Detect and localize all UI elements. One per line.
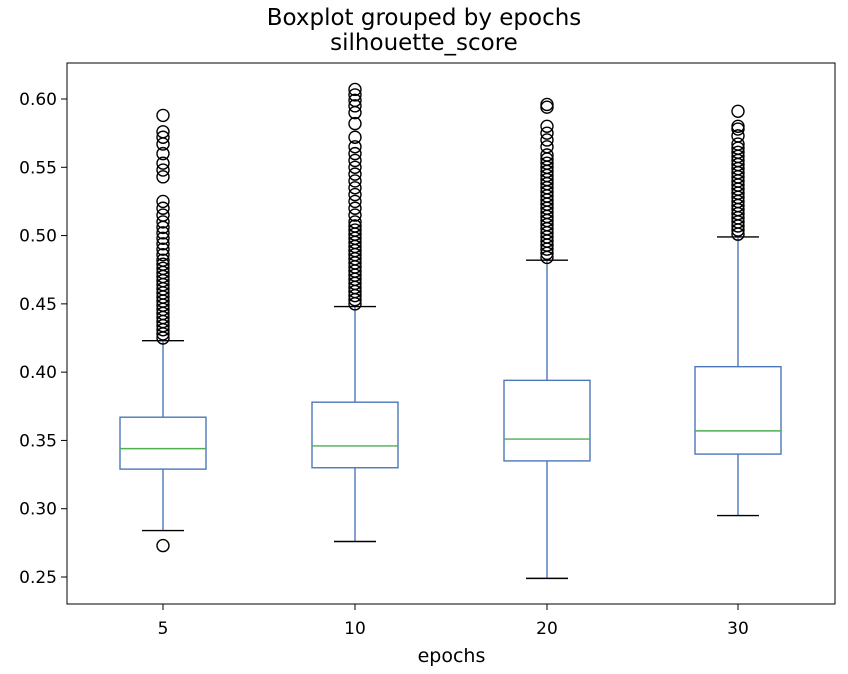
flier-point [348, 130, 362, 144]
flier-point [156, 170, 170, 184]
x-tick-label: 20 [536, 619, 558, 639]
chart-title: Boxplot grouped by epochs [266, 5, 582, 31]
flier-point [156, 257, 170, 271]
box-iqr [503, 379, 591, 462]
flier-point [156, 194, 170, 209]
flier-point [156, 125, 170, 139]
box-iqr [694, 365, 782, 455]
flier-point [540, 156, 554, 170]
flier-point [156, 130, 170, 144]
flier-point [348, 146, 362, 161]
flier-point [348, 82, 362, 97]
flier-point [156, 226, 170, 240]
flier-point [156, 163, 170, 177]
flier-point [156, 242, 170, 256]
y-tick-label: 0.25 [19, 568, 57, 588]
y-tick-label: 0.30 [19, 500, 57, 520]
chart-subtitle: silhouette_score [330, 30, 518, 56]
flier-point [731, 119, 745, 134]
flier-point [156, 146, 170, 161]
flier-point [156, 253, 170, 267]
box-iqr [311, 401, 399, 469]
flier-point [156, 215, 170, 229]
flier-point [731, 122, 745, 136]
flier-point [731, 145, 745, 159]
flier-point [156, 108, 170, 123]
x-tick-label: 10 [344, 619, 366, 639]
y-tick-label: 0.50 [19, 227, 57, 247]
flier-point [540, 140, 554, 154]
flier-point [540, 119, 554, 134]
axes-frame [66, 62, 836, 605]
x-axis-label: epochs [417, 645, 486, 667]
flier-point [540, 97, 554, 112]
flier-point [348, 194, 362, 209]
y-tick-label: 0.35 [19, 431, 57, 451]
x-tick-label: 30 [727, 619, 749, 639]
flier-point [156, 231, 170, 246]
flier-point [540, 100, 554, 114]
flier-point [156, 237, 170, 251]
marks-layer: 0.25 0.30 0.35 0.40 0.45 0.50 0.55 0.60 5 10 20 30 [19, 62, 836, 639]
y-tick-label: 0.60 [19, 90, 57, 110]
flier-point [731, 104, 745, 118]
y-tick-label: 0.45 [19, 295, 57, 315]
flier-point [540, 126, 554, 140]
flier-point [348, 116, 362, 131]
flier-point [731, 137, 745, 151]
flier-point [348, 153, 362, 168]
x-tick-label: 5 [158, 619, 169, 639]
flier-point [348, 181, 362, 195]
y-tick-label: 0.55 [19, 158, 57, 178]
flier-point [348, 160, 362, 174]
flier-point [156, 156, 170, 170]
y-tick-label: 0.40 [19, 363, 57, 383]
flier-point [156, 538, 170, 553]
flier-point [348, 167, 362, 181]
flier-point [348, 215, 362, 229]
flier-point [156, 201, 170, 215]
flier-point [731, 129, 745, 143]
box-iqr [119, 416, 207, 470]
flier-point [348, 93, 362, 108]
flier-point [348, 105, 362, 120]
flier-point [348, 99, 362, 113]
flier-point [540, 133, 554, 147]
flier-point [348, 223, 362, 237]
flier-point [156, 208, 170, 222]
flier-point [348, 201, 362, 215]
flier-point [156, 261, 170, 276]
flier-point [156, 247, 170, 262]
flier-point [348, 219, 362, 233]
flier-point [348, 208, 362, 222]
flier-point [348, 140, 362, 154]
flier-point [348, 174, 362, 188]
flier-point [540, 148, 554, 162]
flier-point [348, 88, 362, 102]
flier-point [348, 187, 362, 202]
